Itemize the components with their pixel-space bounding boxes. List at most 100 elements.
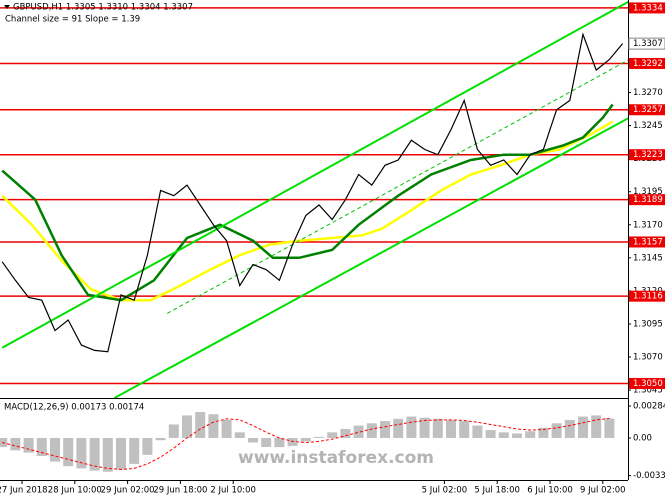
macd-bar: [248, 437, 258, 443]
level-label: 1.3116: [633, 292, 663, 302]
level-label: 1.3334: [633, 3, 663, 13]
x-tick-label: 9 Jul 02:00: [580, 486, 626, 496]
x-tick-label: 5 Jul 18:00: [474, 486, 520, 496]
watermark: www.instaforex.com: [238, 448, 434, 468]
y-tick-label: -0.00334: [633, 471, 665, 481]
macd-bar: [195, 412, 206, 438]
indicator-line: [1, 0, 628, 349]
macd-bar: [142, 437, 153, 455]
level-label-box: [629, 57, 665, 69]
macd-bar: [498, 432, 509, 438]
macd-bar: [182, 415, 192, 438]
level-label: 1.3189: [633, 195, 663, 205]
x-tick-label: 2 Jul 10:00: [210, 486, 256, 496]
y-tick-label: 1.3070: [633, 353, 663, 363]
macd-bar: [393, 418, 404, 438]
price-line: [1, 32, 624, 353]
level-label-box: [629, 236, 665, 248]
watermark-bg: [250, 447, 422, 469]
level-label: 1.3292: [633, 59, 663, 69]
y-tick-label: 1.3195: [633, 187, 663, 197]
x-tick-label: 5 Jul 02:00: [422, 486, 468, 496]
macd-bar: [472, 425, 483, 438]
macd-bar: [604, 418, 615, 438]
title-icon: [4, 5, 10, 9]
macd-bar: [129, 437, 140, 464]
main-plot: [0, 0, 628, 398]
y-tick-label: 0.00: [633, 433, 652, 443]
macd-bar: [234, 432, 245, 438]
level-label-box: [629, 377, 665, 389]
macd-bar: [578, 416, 588, 438]
level-label-box: [629, 194, 665, 206]
macd-bar: [380, 421, 390, 438]
macd-bar: [116, 437, 126, 470]
macd-bar: [102, 437, 113, 472]
macd-bar: [353, 425, 364, 438]
y-tick-label: 1.3270: [633, 88, 663, 98]
macd-bar: [538, 427, 549, 438]
indicator-line: [113, 117, 628, 398]
level-label-box: [629, 104, 665, 116]
x-tick-label: 29 Jun 18:00: [153, 486, 207, 496]
macd-title: MACD(12,26,9) 0.00173 0.00174: [4, 403, 144, 413]
macd-bar: [512, 433, 522, 438]
macd-bar: [446, 419, 456, 438]
macd-bar: [551, 423, 562, 438]
level-label: 1.3050: [633, 379, 663, 389]
y-tick-label: 1.3170: [633, 220, 663, 230]
macd-bar: [366, 423, 377, 438]
macd-bar: [274, 437, 285, 449]
macd-bar: [155, 437, 166, 441]
indicator-line: [1, 103, 614, 302]
macd-plot: [0, 412, 615, 472]
macd-bar: [168, 424, 179, 438]
macd-bar: [221, 419, 232, 438]
last-price-label: 1.3307: [633, 39, 663, 49]
macd-bar: [591, 415, 602, 438]
macd-bar: [287, 437, 298, 446]
y-tick-label: 0.00284: [633, 401, 665, 411]
y-tick-label: 1.3095: [633, 319, 663, 329]
x-tick-label: 28 Jun 10:00: [48, 486, 102, 496]
macd-bar: [89, 437, 100, 471]
macd-bar: [76, 437, 87, 469]
indicator-line: [1, 120, 614, 302]
level-label: 1.3257: [633, 105, 663, 115]
macd-bar: [564, 419, 575, 438]
macd-bar: [23, 437, 34, 453]
x-tick-label: 6 Jul 10:00: [527, 486, 573, 496]
level-label: 1.3223: [633, 150, 663, 160]
level-label-box: [629, 290, 665, 302]
macd-bar: [63, 437, 74, 467]
macd-bar: [419, 417, 430, 438]
level-label-box: [629, 2, 665, 14]
macd-bar: [300, 437, 311, 442]
macd-bar: [314, 436, 324, 438]
y-tick-label: 1.3145: [633, 253, 663, 263]
y-tick-label: 1.3045: [633, 386, 663, 396]
macd-bar: [485, 430, 496, 438]
level-label: 1.3157: [633, 237, 663, 247]
indicator-line: [166, 59, 628, 314]
macd-bar: [432, 418, 443, 438]
macd-bar: [10, 437, 21, 451]
last-price-box: [628, 37, 665, 50]
level-label-box: [629, 149, 665, 161]
macd-bar: [261, 437, 272, 447]
macd-bar: [327, 432, 338, 438]
y-tick-label: 1.3245: [633, 121, 663, 131]
chart-title: GBPUSD,H1 1.3305 1.3310 1.3304 1.3307: [13, 3, 193, 13]
macd-bar: [459, 421, 470, 438]
macd-bar: [406, 416, 417, 438]
x-tick-label: 29 Jun 02:00: [101, 486, 155, 496]
macd-bar: [208, 414, 219, 438]
macd-bar: [50, 437, 60, 462]
macd-bar: [525, 431, 536, 438]
macd-bar: [36, 437, 47, 456]
x-tick-label: 27 Jun 2018: [0, 486, 48, 496]
chart-subtitle: Channel size = 91 Slope = 1.39: [5, 15, 140, 25]
